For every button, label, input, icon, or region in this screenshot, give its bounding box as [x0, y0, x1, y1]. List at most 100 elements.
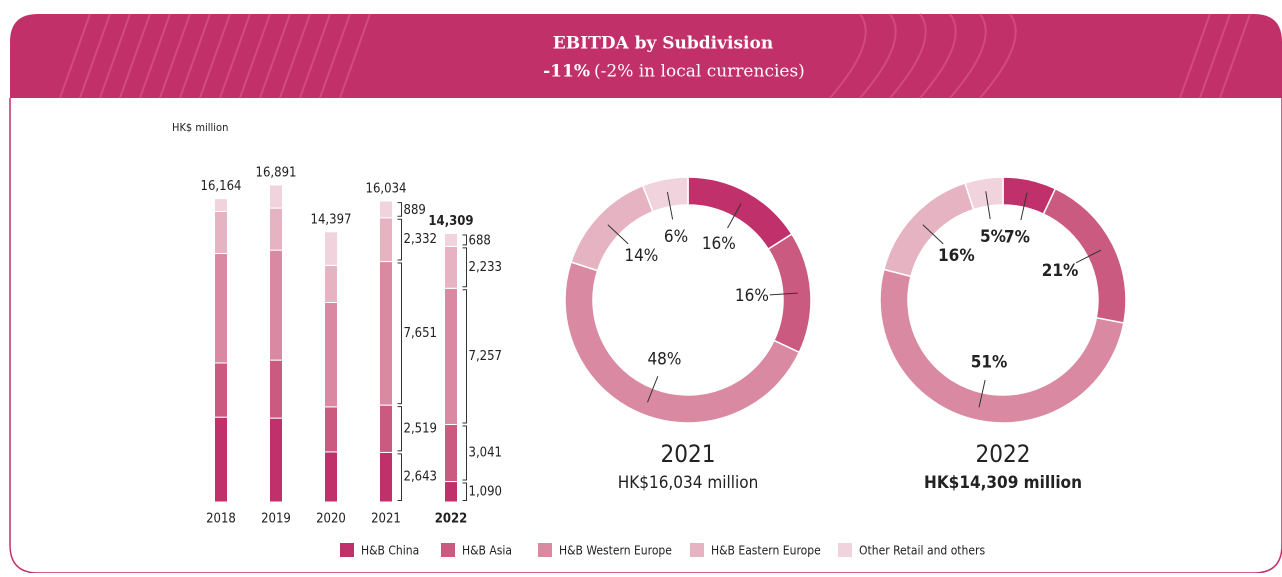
- leader-line: [666, 191, 674, 220]
- bar-segment: [324, 406, 338, 453]
- slice-label: 5%: [980, 227, 1006, 247]
- x-tick-label: 2019: [261, 512, 291, 527]
- bar-segment: [214, 253, 228, 364]
- bracket: [462, 234, 467, 246]
- value-label: 2,332: [404, 232, 437, 247]
- bar-segment: [324, 451, 338, 503]
- change: -11%: [543, 62, 590, 82]
- bar-segment: [444, 232, 458, 247]
- bar-segment: [379, 451, 393, 503]
- value-label: 1,090: [469, 484, 502, 499]
- bar-segment: [214, 210, 228, 255]
- bar-segment: [214, 416, 228, 503]
- value-label: 7,257: [469, 349, 502, 364]
- x-tick-label: 2022: [435, 512, 468, 527]
- title: EBITDA by Subdivision: [553, 34, 773, 54]
- total-label: 16,034: [366, 182, 407, 197]
- slice-label: 21%: [1042, 261, 1079, 281]
- slice-label: 14%: [624, 246, 658, 266]
- y-axis-label: HK$ million: [172, 121, 228, 134]
- bar-segment: [269, 359, 283, 419]
- bar-segment: [269, 417, 283, 503]
- x-tick-label: 2020: [316, 512, 346, 527]
- bracket: [462, 482, 467, 501]
- donut-slice: [1042, 187, 1127, 324]
- leader-line: [978, 379, 986, 408]
- bar-segment: [269, 249, 283, 361]
- donut-slice: [879, 268, 1125, 424]
- header-pattern: [59, 13, 1251, 99]
- value-label: 2,233: [469, 260, 502, 275]
- total-label: 16,891: [256, 166, 297, 181]
- slice-label: 16%: [735, 286, 769, 306]
- bar-segment: [269, 184, 283, 209]
- legend-label: H&B Western Europe: [559, 544, 672, 558]
- leader-line: [1020, 192, 1028, 221]
- header-band: [10, 14, 1282, 98]
- bar-segment: [379, 200, 393, 219]
- leader-line: [922, 224, 944, 245]
- bar-segment: [379, 217, 393, 263]
- legend-label: H&B Eastern Europe: [711, 544, 821, 558]
- bar-segment: [444, 481, 458, 503]
- legend-swatch: [838, 543, 852, 557]
- donut-year: 2021: [661, 440, 716, 468]
- value-label: 2,519: [404, 421, 437, 436]
- bar-segment: [214, 198, 228, 212]
- donut-slice: [564, 261, 801, 424]
- donut-year: 2022: [976, 440, 1031, 468]
- leader-line: [607, 224, 629, 245]
- bracket: [397, 262, 402, 405]
- donut-slice: [641, 176, 689, 213]
- value-label: 889: [404, 203, 426, 218]
- leader-line: [727, 203, 742, 229]
- legend-label: Other Retail and others: [859, 544, 985, 558]
- bar-segment: [444, 423, 458, 483]
- bar-segment: [444, 287, 458, 425]
- donut-slice: [964, 176, 1004, 211]
- bracket: [397, 202, 402, 217]
- slice-label: 48%: [647, 350, 681, 370]
- bracket: [397, 406, 402, 452]
- x-tick-label: 2018: [206, 512, 236, 527]
- bar-segment: [324, 302, 338, 408]
- bracket: [462, 289, 467, 424]
- change-note: (-2% in local currencies): [594, 62, 805, 82]
- legend-swatch: [441, 543, 455, 557]
- total-label: 14,397: [311, 212, 352, 227]
- bar-segment: [324, 231, 338, 266]
- legend-swatch: [340, 543, 354, 557]
- value-label: 7,651: [404, 326, 437, 341]
- value-label: 2,643: [404, 470, 437, 485]
- bar-segment: [324, 264, 338, 304]
- leader-line: [769, 292, 798, 296]
- slice-label: 16%: [938, 246, 975, 266]
- slice-label: 6%: [664, 227, 688, 247]
- bar-segment: [214, 362, 228, 418]
- total-label: 16,164: [201, 179, 242, 194]
- donut-total: HK$16,034 million: [618, 473, 759, 493]
- value-label: 688: [469, 233, 491, 248]
- bar-segment: [379, 404, 393, 453]
- slice-label: 51%: [971, 352, 1008, 372]
- value-label: 3,041: [469, 446, 502, 461]
- x-tick-label: 2021: [371, 512, 401, 527]
- leader-line: [985, 191, 991, 220]
- bracket: [462, 247, 467, 288]
- legend-label: H&B China: [361, 544, 419, 558]
- donut-total: HK$14,309 million: [924, 473, 1082, 493]
- slice-label: 16%: [702, 234, 736, 254]
- bar-segment: [444, 245, 458, 289]
- bar-segment: [269, 207, 283, 251]
- legend-label: H&B Asia: [462, 544, 512, 558]
- bar-segment: [379, 261, 393, 406]
- leader-line: [647, 376, 659, 403]
- leader-line: [1075, 249, 1102, 264]
- bracket: [397, 453, 402, 501]
- bracket: [462, 425, 467, 481]
- bracket: [397, 218, 402, 261]
- legend-swatch: [538, 543, 552, 557]
- legend-swatch: [690, 543, 704, 557]
- total-label: 14,309: [428, 214, 473, 229]
